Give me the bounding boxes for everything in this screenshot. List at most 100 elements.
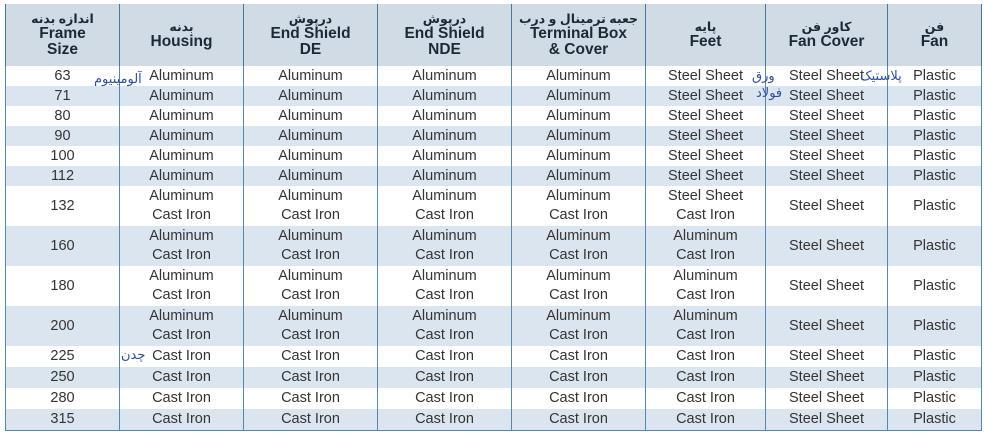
end-shield-nde-cell: Cast Iron [377, 346, 512, 367]
material-value: Aluminum [673, 268, 738, 284]
feet-cell: Steel Sheet Cast Iron [645, 186, 766, 226]
material-value: Aluminum [546, 127, 611, 144]
fan-cell: Plastic [887, 226, 982, 266]
fan-cover-cell: Steel Sheet [765, 126, 888, 146]
material-value: Cast Iron [415, 390, 474, 406]
end-shield-nde-cell: Aluminum [377, 106, 512, 126]
header-end-shield-de: درپوش End Shield DE [243, 4, 378, 66]
header-en: End Shield [404, 24, 485, 42]
material-value: Cast Iron [549, 207, 608, 223]
fan-cover-cell: Steel Sheet [765, 266, 888, 306]
material-value: Cast Iron [281, 327, 340, 343]
header-fa: پایه [694, 19, 717, 34]
feet-cell: Steel Sheet [645, 126, 766, 146]
feet-cell: Cast Iron [645, 409, 766, 431]
table-row: 315 Cast Iron Cast Iron Cast Iron Cast Iron C… [5, 409, 982, 431]
material-value: Cast Iron [415, 410, 474, 427]
end-shield-de-cell: Aluminum [243, 106, 378, 126]
fan-cover-cell: Steel Sheet [765, 166, 888, 186]
housing-cell: Aluminum [119, 86, 244, 106]
material-value: Cast Iron [152, 390, 211, 406]
material-value: Aluminum [546, 167, 611, 184]
fan-cell: Plastic [887, 266, 982, 306]
material-value: Cast Iron [415, 287, 474, 303]
material-value: Steel Sheet [789, 107, 864, 124]
table-row: 180 Aluminum Cast Iron Aluminum Cast Iron Alu… [5, 266, 982, 306]
end-shield-nde-cell: Aluminum [377, 126, 512, 146]
end-shield-de-cell: Cast Iron [243, 388, 378, 409]
material-value: Cast Iron [415, 207, 474, 223]
fan-cell: Plastic [887, 106, 982, 126]
material-value: Aluminum [278, 67, 343, 84]
table-row: 71 Aluminum Aluminum Aluminum Aluminum Steel … [5, 86, 982, 106]
frame-size-cell: 63 [5, 66, 120, 86]
end-shield-de-cell: Aluminum Cast Iron [243, 186, 378, 226]
end-shield-nde-cell: Aluminum Cast Iron [377, 186, 512, 226]
material-value: Plastic [913, 67, 956, 84]
fan-cell: Plastic [887, 86, 982, 106]
material-value: Steel Sheet [789, 348, 864, 364]
feet-cell: Steel Sheet [645, 166, 766, 186]
header-end-shield-nde: درپوش End Shield NDE [377, 4, 512, 66]
frame-size-cell: 280 [5, 388, 120, 409]
feet-cell: Steel Sheet [645, 86, 766, 106]
material-value: Plastic [913, 87, 956, 104]
frame-size-cell: 200 [5, 306, 120, 346]
material-value: Aluminum [149, 127, 214, 144]
material-value: Steel Sheet [789, 410, 864, 427]
material-value: Cast Iron [281, 348, 340, 364]
frame-size-cell: 225 [5, 346, 120, 367]
material-value: Aluminum [149, 87, 214, 104]
housing-cell: Aluminum [119, 166, 244, 186]
terminal-box-cell: Aluminum [511, 146, 646, 166]
material-value: Cast Iron [415, 327, 474, 343]
material-value: Cast Iron [152, 410, 211, 427]
material-value: Cast Iron [676, 247, 735, 263]
housing-cell: Aluminum [119, 106, 244, 126]
material-value: Aluminum [149, 188, 214, 204]
end-shield-nde-cell: Cast Iron [377, 367, 512, 388]
fan-cover-cell: Steel Sheet [765, 367, 888, 388]
material-value: Aluminum [412, 67, 477, 84]
header-en: Housing [150, 32, 213, 50]
material-value: Cast Iron [152, 369, 211, 385]
table-row: 132 Aluminum Cast Iron Aluminum Cast Iron Alu… [5, 186, 982, 226]
material-value: Steel Sheet [789, 277, 864, 294]
frame-size-cell: 180 [5, 266, 120, 306]
material-value: Aluminum [149, 228, 214, 244]
end-shield-de-cell: Aluminum Cast Iron [243, 306, 378, 346]
material-value: Aluminum [278, 308, 343, 324]
terminal-box-cell: Aluminum Cast Iron [511, 186, 646, 226]
fan-cover-cell: Steel Sheet [765, 106, 888, 126]
end-shield-de-cell: Aluminum [243, 146, 378, 166]
end-shield-nde-cell: Aluminum Cast Iron [377, 226, 512, 266]
end-shield-nde-cell: Aluminum [377, 146, 512, 166]
frame-size-cell: 80 [5, 106, 120, 126]
annotation-steel: فولاد [756, 85, 783, 100]
end-shield-nde-cell: Cast Iron [377, 388, 512, 409]
material-value: Aluminum [278, 147, 343, 164]
end-shield-nde-cell: Aluminum Cast Iron [377, 306, 512, 346]
housing-cell: Aluminum Cast Iron [119, 266, 244, 306]
header-en: DE [299, 40, 322, 58]
material-value: Aluminum [412, 308, 477, 324]
material-value: Steel Sheet [668, 87, 743, 104]
material-value: Plastic [913, 197, 956, 214]
terminal-box-cell: Aluminum [511, 166, 646, 186]
feet-cell: Cast Iron [645, 346, 766, 367]
end-shield-de-cell: Aluminum [243, 86, 378, 106]
housing-cell: Aluminum Cast Iron [119, 306, 244, 346]
table-row: 80 Aluminum Aluminum Aluminum Aluminum Steel … [5, 106, 982, 126]
material-value: Aluminum [149, 268, 214, 284]
feet-cell: Aluminum Cast Iron [645, 226, 766, 266]
feet-cell: Cast Iron [645, 388, 766, 409]
end-shield-de-cell: Aluminum [243, 126, 378, 146]
material-value: Aluminum [546, 87, 611, 104]
material-value: Aluminum [412, 127, 477, 144]
material-value: Plastic [913, 369, 956, 385]
material-value: Cast Iron [549, 327, 608, 343]
fan-cell: Plastic [887, 66, 982, 86]
material-value: Aluminum [546, 228, 611, 244]
frame-size-cell: 132 [5, 186, 120, 226]
end-shield-de-cell: Aluminum Cast Iron [243, 226, 378, 266]
